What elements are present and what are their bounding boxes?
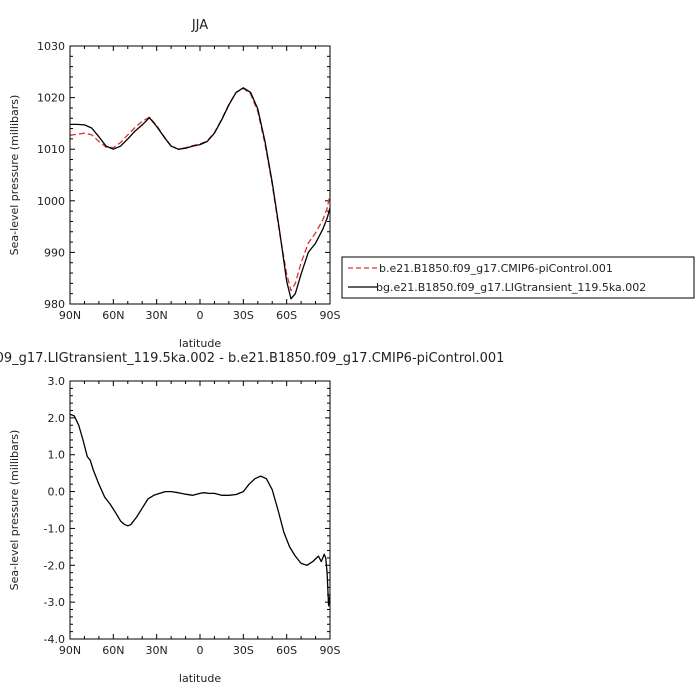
y-tick-label-bottom: 0.0 — [48, 486, 66, 499]
y-tick-label-bottom: -3.0 — [44, 596, 65, 609]
x-tick-label-bottom: 90S — [320, 644, 341, 657]
y-tick-label-top: 1020 — [37, 92, 65, 105]
y-axis-label-bottom: Sea-level pressure (millibars) — [8, 430, 21, 591]
x-axis-label-top: latitude — [179, 337, 221, 350]
x-tick-label-top: 90N — [59, 309, 81, 322]
plot-area-bottom: 90N 60N 30N 0 30S 60S 90S -4.0 -3.0 -2.0 -1.0 0.0 1.… — [44, 375, 341, 657]
plot-frame-top — [69, 45, 331, 305]
y-axis-label-top: Sea-level pressure (millibars) — [8, 95, 21, 256]
top-panel: JJA latitude Sea-level pressure (milliba… — [8, 18, 341, 350]
x-tick-label-bottom: 90N — [59, 644, 81, 657]
x-tick-label-bottom: 0 — [197, 644, 204, 657]
y-tick-label-top: 980 — [44, 298, 65, 311]
y-tick-label-bottom: -4.0 — [44, 633, 65, 646]
y-tick-label-bottom: -1.0 — [44, 522, 65, 535]
x-tick-label-top: 60S — [276, 309, 297, 322]
chart-title-top: JJA — [191, 18, 208, 33]
x-tick-label-top: 60N — [102, 309, 124, 322]
legend-box — [341, 256, 695, 299]
series-line-top-1 — [70, 87, 331, 300]
x-tick-label-bottom: 30S — [233, 644, 254, 657]
x-tick-label-top: 0 — [197, 309, 204, 322]
x-tick-label-bottom: 30N — [146, 644, 168, 657]
y-tick-label-top: 1010 — [37, 143, 65, 156]
y-tick-label-top: 1000 — [37, 195, 65, 208]
bottom-panel: bg.e21.B1850.f09_g17.LIGtransient_119.5k… — [0, 351, 504, 685]
legend-label-ligtransient: bg.e21.B1850.f09_g17.LIGtransient_119.5k… — [376, 281, 646, 294]
y-tick-label-top: 990 — [44, 246, 65, 259]
plot-frame-bottom — [69, 380, 331, 640]
plot-area-top: 90N 60N 30N 0 30S 60S 90S 980 990 1000 1010 1020 103… — [37, 40, 341, 322]
series-line-bottom-0 — [69, 413, 331, 607]
y-tick-label-bottom: 3.0 — [48, 375, 66, 388]
series-line-top-0 — [69, 87, 331, 292]
legend: b.e21.B1850.f09_g17.CMIP6-piControl.001 … — [341, 256, 695, 299]
x-tick-label-top: 30S — [233, 309, 254, 322]
x-tick-label-top: 90S — [320, 309, 341, 322]
x-tick-label-top: 30N — [146, 309, 168, 322]
y-tick-label-bottom: -2.0 — [44, 559, 65, 572]
y-tick-label-top: 1030 — [37, 40, 65, 53]
x-tick-label-bottom: 60N — [102, 644, 124, 657]
chart-title-bottom: bg.e21.B1850.f09_g17.LIGtransient_119.5k… — [0, 351, 504, 366]
x-axis-label-bottom: latitude — [179, 672, 221, 685]
legend-label-picontrol: b.e21.B1850.f09_g17.CMIP6-piControl.001 — [379, 262, 613, 275]
y-tick-label-bottom: 2.0 — [48, 412, 66, 425]
x-tick-label-bottom: 60S — [276, 644, 297, 657]
y-tick-label-bottom: 1.0 — [48, 449, 66, 462]
